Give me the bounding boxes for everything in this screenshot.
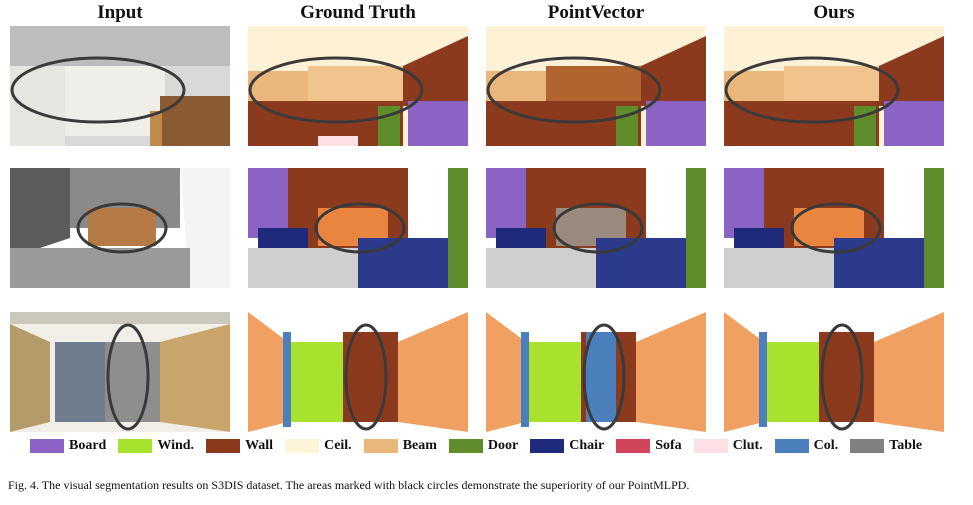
row3-ours-image	[724, 312, 944, 432]
row3-ground-truth-image	[248, 312, 468, 432]
legend-swatch-ceiling	[285, 439, 320, 453]
row3-pointvector-image	[486, 312, 706, 432]
legend-label-ceiling: Ceil.	[324, 438, 352, 453]
legend-label-window: Wind.	[157, 438, 195, 453]
legend-label-board: Board	[69, 438, 107, 453]
legend-swatch-table	[850, 439, 885, 453]
legend-item-clutter: Clut.	[693, 438, 763, 454]
legend-item-table: Table	[850, 438, 922, 454]
header-ours: Ours	[813, 2, 855, 23]
legend-item-wall: Wall	[206, 438, 273, 454]
row1-pointvector-image	[486, 26, 706, 146]
legend-item-ceiling: Ceil.	[285, 438, 352, 454]
legend-label-column: Col.	[813, 438, 839, 453]
legend-swatch-door	[448, 439, 483, 453]
class-legend: Board Wind. Wall Ceil. Beam Door Chair S…	[30, 437, 934, 455]
legend-label-beam: Beam	[402, 438, 437, 453]
header-input: Input	[97, 2, 143, 23]
legend-swatch-wall	[206, 439, 241, 453]
row2-pointvector-image	[486, 168, 706, 288]
legend-label-wall: Wall	[245, 438, 274, 453]
legend-swatch-clutter	[693, 439, 728, 453]
legend-swatch-beam	[363, 439, 398, 453]
legend-item-sofa: Sofa	[616, 438, 682, 454]
row1-input-image	[10, 26, 230, 146]
legend-swatch-board	[30, 439, 64, 453]
header-ground-truth: Ground Truth	[300, 2, 416, 23]
row3-input-image	[10, 312, 230, 432]
row1-ground-truth-image	[248, 26, 468, 146]
legend-label-clutter: Clut.	[732, 438, 763, 453]
legend-item-window: Wind.	[118, 438, 194, 454]
header-pointvector: PointVector	[547, 2, 645, 23]
legend-item-door: Door	[448, 438, 519, 454]
row2-input-image	[10, 168, 230, 288]
legend-swatch-chair	[530, 439, 565, 453]
legend-swatch-column	[774, 439, 809, 453]
legend-item-beam: Beam	[363, 438, 437, 454]
legend-swatch-window	[118, 439, 153, 453]
row2-ours-image	[724, 168, 944, 288]
figure-caption: Fig. 4. The visual segmentation results …	[8, 478, 690, 492]
legend-label-door: Door	[487, 438, 519, 453]
legend-label-table: Table	[889, 438, 923, 453]
legend-swatch-sofa	[616, 439, 651, 453]
row1-ours-image	[724, 26, 944, 146]
legend-item-chair: Chair	[530, 438, 604, 454]
legend-label-chair: Chair	[569, 438, 605, 453]
legend-label-sofa: Sofa	[655, 438, 682, 453]
legend-item-column: Col.	[774, 438, 839, 454]
legend-item-board: Board	[30, 438, 106, 454]
row2-ground-truth-image	[248, 168, 468, 288]
